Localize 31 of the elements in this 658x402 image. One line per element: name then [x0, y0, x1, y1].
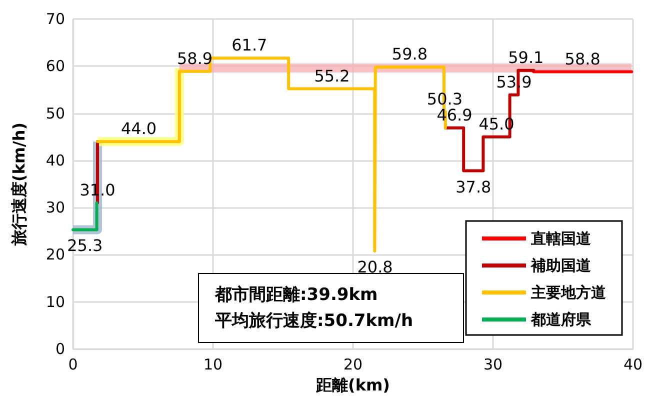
annotation: 都市間距離:39.9km — [215, 284, 379, 307]
annotation: 59.1 — [508, 48, 544, 67]
annotation: 59.8 — [392, 44, 428, 64]
x-axis-title: 距離(km) — [315, 375, 390, 394]
legend-label: 直轄国道 — [530, 230, 592, 248]
annotation: 61.7 — [232, 36, 268, 55]
legend-label: 主要地方道 — [530, 284, 607, 302]
annotation: 44.0 — [120, 119, 157, 138]
y-tick-label: 0 — [55, 340, 65, 358]
annotation: 平均旅行速度:50.7km/h — [215, 310, 414, 333]
annotation: 25.3 — [67, 236, 103, 256]
y-tick-label: 40 — [46, 151, 65, 170]
x-tick-label: 10 — [203, 356, 223, 374]
annotation: 55.2 — [314, 66, 350, 86]
y-tick-label: 60 — [46, 57, 65, 76]
x-tick-label: 40 — [623, 356, 643, 374]
y-tick-label: 30 — [46, 198, 65, 217]
x-tick-label: 20 — [343, 356, 363, 374]
x-tick-label: 30 — [483, 356, 503, 374]
legend-label: 補助国道 — [530, 256, 592, 274]
y-tick-label: 10 — [46, 292, 65, 311]
y-tick-label: 70 — [46, 10, 65, 28]
y-tick-label: 50 — [46, 104, 65, 122]
annotation: 58.8 — [564, 49, 600, 68]
x-tick-label: 0 — [68, 356, 78, 374]
legend-label: 都道府県 — [530, 310, 592, 328]
annotation: 58.9 — [176, 48, 213, 68]
text-box: 都市間距離:39.9km 平均旅行速度:50.7km/h — [198, 273, 464, 343]
y-axis-title: 旅行速度(km/h) — [10, 122, 28, 247]
y-tick-label: 20 — [46, 246, 65, 264]
annotation: 37.8 — [456, 177, 492, 196]
